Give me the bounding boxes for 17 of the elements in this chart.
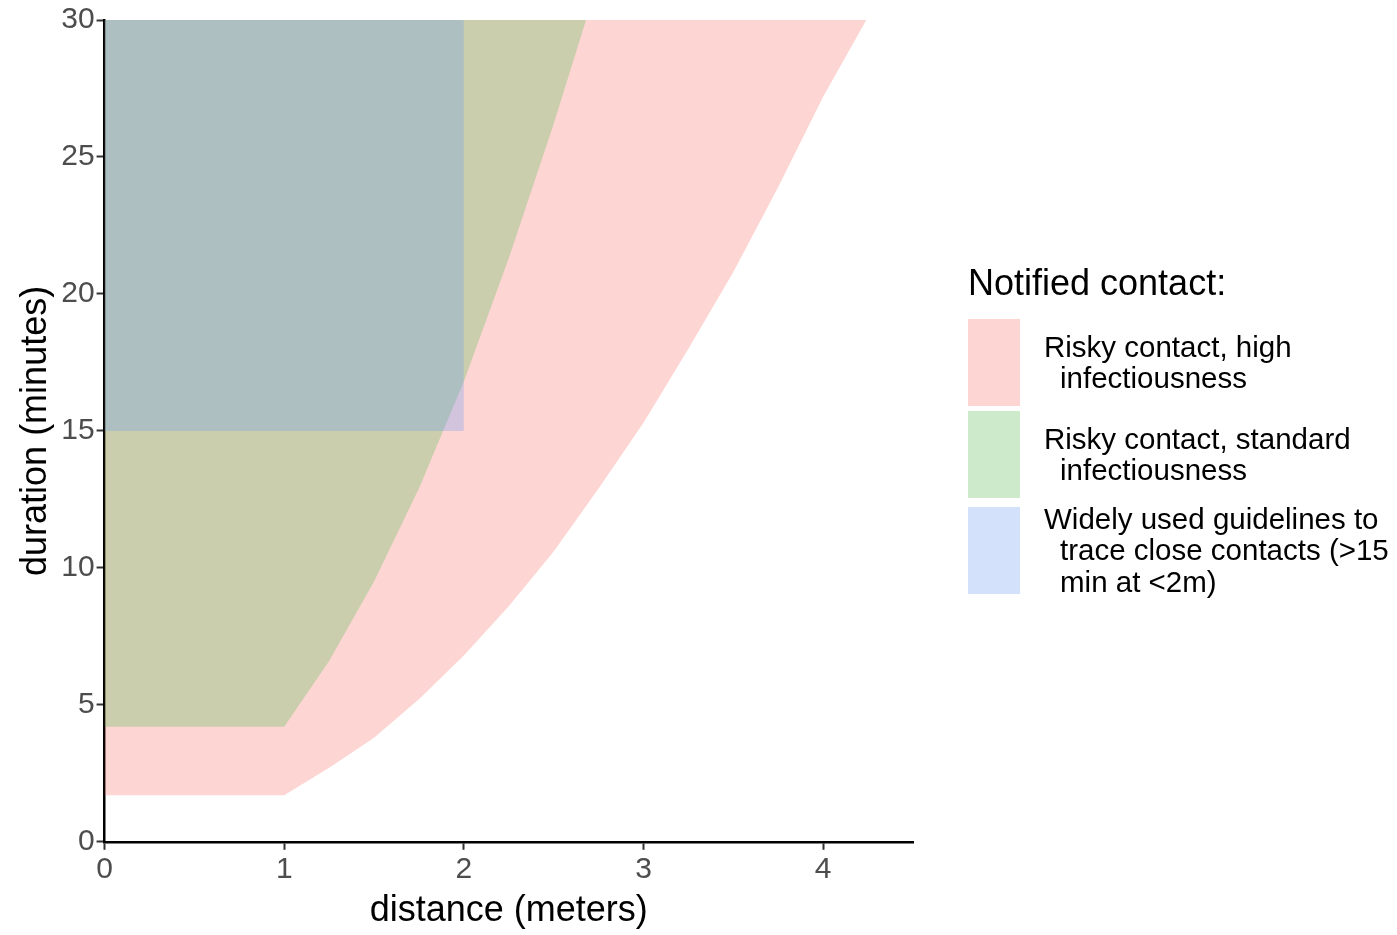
y-tick-label: 5: [77, 686, 95, 720]
text: Risky contact, standard infectiousness: [1044, 421, 1352, 487]
y-tick-label: 20: [61, 275, 95, 309]
legend-title: Notified contact:: [968, 261, 1228, 303]
text: Widely used guidelines to trace close contacts (>15 min at <2m): [1044, 501, 1390, 598]
x-tick-label: 1: [275, 851, 293, 885]
x-tick-label: 4: [814, 851, 832, 885]
y-tick-label: 0: [77, 823, 95, 857]
y-tick-label: 25: [61, 138, 95, 172]
y-tick-label: 10: [61, 549, 95, 583]
y-axis-title: duration (minutes): [12, 285, 54, 576]
x-tick-label: 2: [455, 851, 473, 885]
x-axis-title: distance (meters): [369, 888, 648, 930]
y-tick-label: 30: [61, 1, 95, 35]
x-tick-label: 3: [635, 851, 652, 885]
y-tick-label: 15: [61, 412, 95, 446]
text: Risky contact, high infectiousness: [1044, 329, 1293, 395]
